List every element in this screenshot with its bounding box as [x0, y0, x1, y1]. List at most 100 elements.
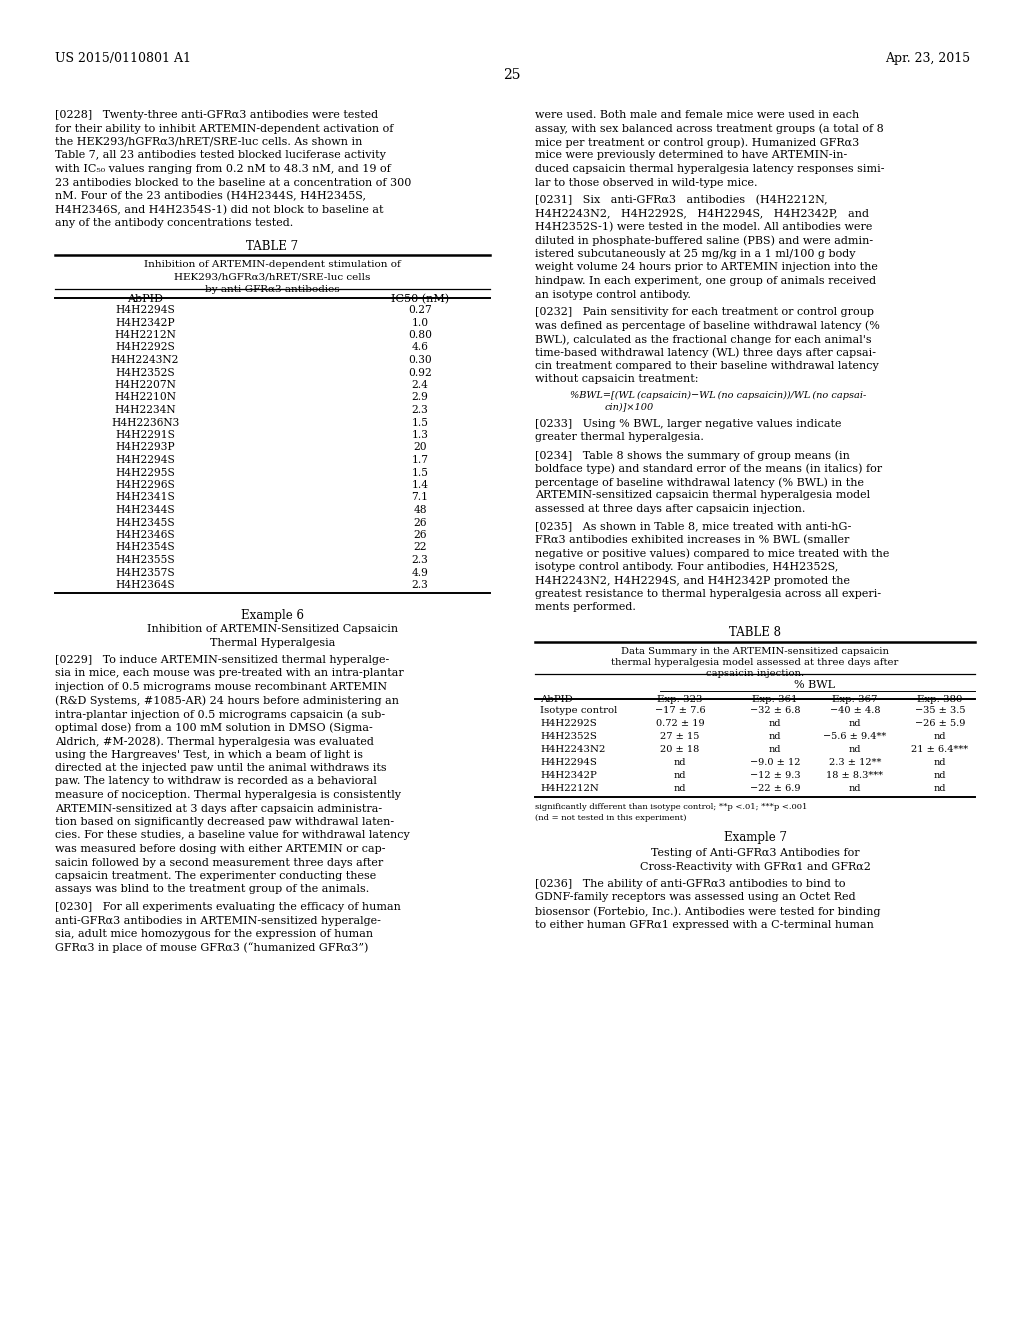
Text: nd: nd	[934, 733, 946, 741]
Text: H4H2344S: H4H2344S	[115, 506, 175, 515]
Text: [0232]   Pain sensitivity for each treatment or control group: [0232] Pain sensitivity for each treatme…	[535, 308, 874, 317]
Text: was defined as percentage of baseline withdrawal latency (%: was defined as percentage of baseline wi…	[535, 321, 880, 331]
Text: 25: 25	[503, 69, 521, 82]
Text: −9.0 ± 12: −9.0 ± 12	[750, 758, 800, 767]
Text: %BWL=[(WL (capsaicin)−WL (no capsaicin))/WL (no capsai-: %BWL=[(WL (capsaicin)−WL (no capsaicin))…	[570, 391, 866, 400]
Text: BWL), calculated as the fractional change for each animal's: BWL), calculated as the fractional chang…	[535, 334, 871, 345]
Text: Aldrich, #M-2028). Thermal hyperalgesia was evaluated: Aldrich, #M-2028). Thermal hyperalgesia …	[55, 737, 374, 747]
Text: H4H2357S: H4H2357S	[115, 568, 175, 578]
Text: for their ability to inhibit ARTEMIN-dependent activation of: for their ability to inhibit ARTEMIN-dep…	[55, 124, 393, 133]
Text: (R&D Systems, #1085-AR) 24 hours before administering an: (R&D Systems, #1085-AR) 24 hours before …	[55, 696, 399, 706]
Text: sia, adult mice homozygous for the expression of human: sia, adult mice homozygous for the expre…	[55, 929, 373, 939]
Text: H4H2296S: H4H2296S	[115, 480, 175, 490]
Text: H4H2243N2, H4H2294S, and H4H2342P promoted the: H4H2243N2, H4H2294S, and H4H2342P promot…	[535, 576, 850, 586]
Text: H4H2210N: H4H2210N	[114, 392, 176, 403]
Text: lar to those observed in wild-type mice.: lar to those observed in wild-type mice.	[535, 177, 758, 187]
Text: an isotype control antibody.: an isotype control antibody.	[535, 289, 691, 300]
Text: 1.3: 1.3	[412, 430, 428, 440]
Text: capsaicin injection.: capsaicin injection.	[706, 669, 804, 678]
Text: nd: nd	[934, 758, 946, 767]
Text: H4H2236N3: H4H2236N3	[111, 417, 179, 428]
Text: directed at the injected paw until the animal withdraws its: directed at the injected paw until the a…	[55, 763, 387, 774]
Text: Testing of Anti-GFRα3 Antibodies for: Testing of Anti-GFRα3 Antibodies for	[650, 847, 859, 858]
Text: Exp. 361: Exp. 361	[753, 696, 798, 704]
Text: 1.4: 1.4	[412, 480, 428, 490]
Text: 4.6: 4.6	[412, 342, 428, 352]
Text: 0.30: 0.30	[409, 355, 432, 366]
Text: −22 ± 6.9: −22 ± 6.9	[750, 784, 800, 793]
Text: −26 ± 5.9: −26 ± 5.9	[914, 719, 966, 729]
Text: with IC₅₀ values ranging from 0.2 nM to 48.3 nM, and 19 of: with IC₅₀ values ranging from 0.2 nM to …	[55, 164, 391, 174]
Text: 2.3: 2.3	[412, 405, 428, 414]
Text: 20: 20	[414, 442, 427, 453]
Text: 18 ± 8.3***: 18 ± 8.3***	[826, 771, 884, 780]
Text: 21 ± 6.4***: 21 ± 6.4***	[911, 744, 969, 754]
Text: 2.3: 2.3	[412, 554, 428, 565]
Text: Thermal Hyperalgesia: Thermal Hyperalgesia	[210, 638, 335, 648]
Text: H4H2291S: H4H2291S	[115, 430, 175, 440]
Text: H4H2292S: H4H2292S	[115, 342, 175, 352]
Text: TABLE 7: TABLE 7	[247, 239, 299, 252]
Text: cies. For these studies, a baseline value for withdrawal latency: cies. For these studies, a baseline valu…	[55, 830, 410, 841]
Text: Exp. 323: Exp. 323	[657, 696, 702, 704]
Text: Table 7, all 23 antibodies tested blocked luciferase activity: Table 7, all 23 antibodies tested blocke…	[55, 150, 386, 161]
Text: 23 antibodies blocked to the baseline at a concentration of 300: 23 antibodies blocked to the baseline at…	[55, 177, 412, 187]
Text: H4H2342P: H4H2342P	[540, 771, 597, 780]
Text: measure of nociception. Thermal hyperalgesia is consistently: measure of nociception. Thermal hyperalg…	[55, 789, 401, 800]
Text: H4H2364S: H4H2364S	[115, 579, 175, 590]
Text: was measured before dosing with either ARTEMIN or cap-: was measured before dosing with either A…	[55, 843, 385, 854]
Text: [0228]   Twenty-three anti-GFRα3 antibodies were tested: [0228] Twenty-three anti-GFRα3 antibodie…	[55, 110, 378, 120]
Text: negative or positive values) compared to mice treated with the: negative or positive values) compared to…	[535, 549, 890, 560]
Text: nd: nd	[849, 784, 861, 793]
Text: 1.0: 1.0	[412, 318, 429, 327]
Text: to either human GFRα1 expressed with a C-terminal human: to either human GFRα1 expressed with a C…	[535, 920, 873, 929]
Text: nd: nd	[849, 744, 861, 754]
Text: ARTEMIN-sensitized at 3 days after capsaicin administra-: ARTEMIN-sensitized at 3 days after capsa…	[55, 804, 382, 813]
Text: −5.6 ± 9.4**: −5.6 ± 9.4**	[823, 733, 887, 741]
Text: H4H2355S: H4H2355S	[115, 554, 175, 565]
Text: greater thermal hyperalgesia.: greater thermal hyperalgesia.	[535, 433, 703, 442]
Text: sia in mice, each mouse was pre-treated with an intra-plantar: sia in mice, each mouse was pre-treated …	[55, 668, 403, 678]
Text: H4H2295S: H4H2295S	[115, 467, 175, 478]
Text: Cross-Reactivity with GFRα1 and GFRα2: Cross-Reactivity with GFRα1 and GFRα2	[640, 862, 870, 871]
Text: H4H2212N: H4H2212N	[540, 784, 599, 793]
Text: H4H2207N: H4H2207N	[114, 380, 176, 389]
Text: IC50 (nM): IC50 (nM)	[391, 294, 450, 305]
Text: any of the antibody concentrations tested.: any of the antibody concentrations teste…	[55, 218, 293, 228]
Text: H4H2352S: H4H2352S	[115, 367, 175, 378]
Text: 2.3: 2.3	[412, 579, 428, 590]
Text: biosensor (Fortebio, Inc.). Antibodies were tested for binding: biosensor (Fortebio, Inc.). Antibodies w…	[535, 906, 881, 916]
Text: assay, with sex balanced across treatment groups (a total of 8: assay, with sex balanced across treatmen…	[535, 124, 884, 135]
Text: 0.27: 0.27	[409, 305, 432, 315]
Text: FRα3 antibodies exhibited increases in % BWL (smaller: FRα3 antibodies exhibited increases in %…	[535, 535, 849, 545]
Text: nd: nd	[934, 784, 946, 793]
Text: nd: nd	[769, 733, 781, 741]
Text: H4H2243N2: H4H2243N2	[111, 355, 179, 366]
Text: 7.1: 7.1	[412, 492, 428, 503]
Text: 26: 26	[414, 517, 427, 528]
Text: H4H2243N2,   H4H2292S,   H4H2294S,   H4H2342P,   and: H4H2243N2, H4H2292S, H4H2294S, H4H2342P,…	[535, 209, 869, 219]
Text: time-based withdrawal latency (WL) three days after capsai-: time-based withdrawal latency (WL) three…	[535, 347, 876, 358]
Text: Isotype control: Isotype control	[540, 706, 617, 715]
Text: [0233]   Using % BWL, larger negative values indicate: [0233] Using % BWL, larger negative valu…	[535, 418, 842, 429]
Text: the HEK293/hGFRα3/hRET/SRE-luc cells. As shown in: the HEK293/hGFRα3/hRET/SRE-luc cells. As…	[55, 137, 362, 147]
Text: nd: nd	[769, 719, 781, 729]
Text: Exp. 380: Exp. 380	[918, 696, 963, 704]
Text: mice per treatment or control group). Humanized GFRα3: mice per treatment or control group). Hu…	[535, 137, 859, 148]
Text: TABLE 8: TABLE 8	[729, 626, 781, 639]
Text: nd: nd	[849, 719, 861, 729]
Text: nd: nd	[934, 771, 946, 780]
Text: −12 ± 9.3: −12 ± 9.3	[750, 771, 801, 780]
Text: intra-plantar injection of 0.5 micrograms capsaicin (a sub-: intra-plantar injection of 0.5 microgram…	[55, 709, 385, 719]
Text: 22: 22	[414, 543, 427, 553]
Text: 0.72 ± 19: 0.72 ± 19	[655, 719, 705, 729]
Text: −35 ± 3.5: −35 ± 3.5	[914, 706, 966, 715]
Text: hindpaw. In each experiment, one group of animals received: hindpaw. In each experiment, one group o…	[535, 276, 877, 286]
Text: 20 ± 18: 20 ± 18	[660, 744, 699, 754]
Text: GDNF-family receptors was assessed using an Octet Red: GDNF-family receptors was assessed using…	[535, 892, 856, 903]
Text: ARTEMIN-sensitized capsaicin thermal hyperalgesia model: ARTEMIN-sensitized capsaicin thermal hyp…	[535, 491, 870, 500]
Text: optimal dose) from a 100 mM solution in DMSO (Sigma-: optimal dose) from a 100 mM solution in …	[55, 722, 373, 733]
Text: H4H2243N2: H4H2243N2	[540, 744, 605, 754]
Text: [0230]   For all experiments evaluating the efficacy of human: [0230] For all experiments evaluating th…	[55, 902, 400, 912]
Text: AbPID: AbPID	[540, 696, 572, 704]
